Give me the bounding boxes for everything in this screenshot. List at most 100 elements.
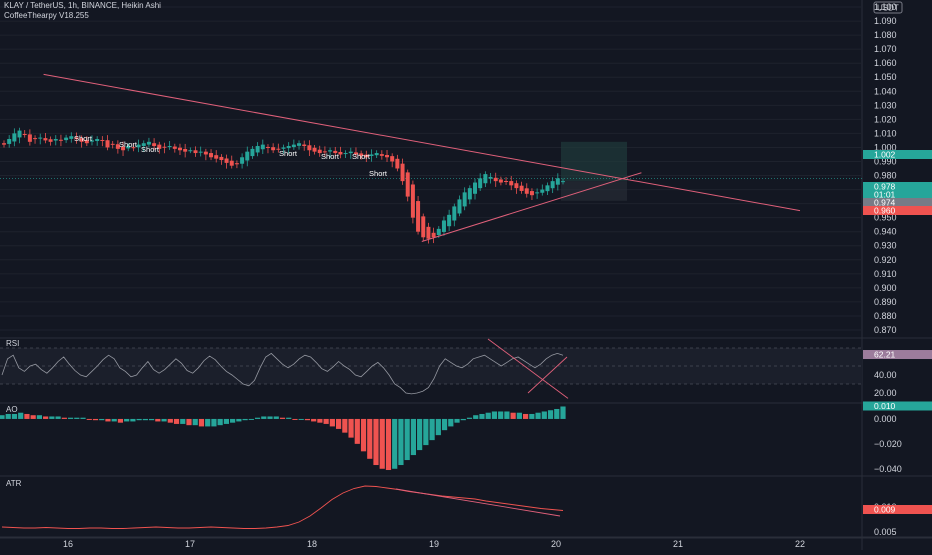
time-tick-label: 21 [673,539,683,549]
ao-bar [80,417,86,419]
ao-bar [92,418,99,421]
price-badge-label: 1.002 [874,150,896,160]
rsi-tick-label: 20.00 [874,388,897,398]
candle-body [473,182,478,194]
price-badge [863,206,932,215]
candle-body [297,143,302,146]
ao-bar [30,415,36,419]
price-tick-label: 1.080 [874,30,897,40]
candle-body [410,184,415,218]
candle-body [509,181,514,186]
ao-bar [404,418,410,461]
candle-body [307,145,312,151]
ao-bar [211,418,217,427]
ao-bar [236,418,242,422]
ao-bar [448,418,454,427]
ao-bar [441,418,448,431]
ao-bar [136,418,142,421]
ao-bar [354,418,360,444]
rsi-line [1,352,564,395]
ao-bar [554,408,560,419]
candle-body [421,216,426,238]
atr-badge-label: 0.009 [874,505,896,515]
candle-body [58,139,63,141]
candle-body [276,148,281,150]
ao-bar [205,418,211,427]
candle-body [27,134,32,142]
candle-body [483,174,488,184]
ao-bar [336,418,342,429]
price-badge-label: 01:01 [874,190,896,200]
ao-bar [547,410,554,419]
price-tick-label: 1.060 [874,58,897,68]
projection-zone-lower [561,181,627,201]
rsi-trendline-down [487,338,569,399]
candle-body [12,133,17,142]
rsi-trendline-up [527,356,568,394]
ao-bar [292,418,298,420]
ao-bar [398,418,404,466]
short-signal-label: Short [369,169,388,178]
candle-body [426,226,431,239]
ao-bar [124,418,130,422]
candle-body [105,140,110,148]
candle-body [157,144,162,149]
candle-body [555,178,560,185]
price-tick-label: 1.040 [874,86,897,96]
price-tick-label: 0.900 [874,283,897,293]
ao-bar [149,418,155,421]
ao-bar [392,418,398,469]
price-tick-label: 0.980 [874,171,897,181]
candle-body [193,150,198,154]
time-tick-label: 16 [63,539,73,549]
ao-bar [410,418,416,456]
candle-body [250,148,255,157]
candle-body [441,220,446,232]
trendline-resistance [43,73,801,212]
ao-bar [55,416,61,419]
candle-body [7,139,12,144]
ao-bar [429,418,435,441]
ao-bar [198,418,205,427]
price-tick-label: 0.950 [874,213,897,223]
candle-body [89,140,94,142]
candle-body [95,139,100,142]
ao-bar [311,418,317,422]
price-badge [863,190,932,199]
candle-body [281,147,286,149]
candle-body [291,144,296,148]
candle-body [550,181,555,189]
short-signal-label: Short [119,140,138,149]
ao-bar [223,418,229,424]
currency-badge-label: USDT [877,4,899,13]
candle-body [504,181,509,183]
ao-bar [161,418,167,422]
candle-body [229,160,234,166]
ao-bar [342,418,348,433]
candle-body [115,144,120,149]
ao-bar [423,418,429,446]
symbol-title: KLAY / TetherUS, 1h, BINANCE, Heikin Ash… [4,1,161,10]
candle-body [64,137,69,141]
ao-tick-label: 0.000 [874,414,897,424]
ao-bar [485,412,491,419]
short-signal-label: Short [279,149,298,158]
ao-bar [74,417,80,419]
ao-bar [36,415,42,419]
candle-body [245,151,250,161]
price-badge-label: 0.978 [874,182,896,192]
atr-line [1,485,564,529]
ao-bar [11,413,18,419]
candle-body [545,185,550,192]
candle-body [177,147,182,151]
candle-body [385,154,390,158]
ao-bar [267,416,273,419]
candle-body [353,152,358,155]
ao-bar [273,416,279,419]
candle-body [183,148,188,152]
ao-bar [504,411,510,419]
time-tick-label: 22 [795,539,805,549]
ao-bar [61,417,67,419]
candle-body [359,153,364,156]
